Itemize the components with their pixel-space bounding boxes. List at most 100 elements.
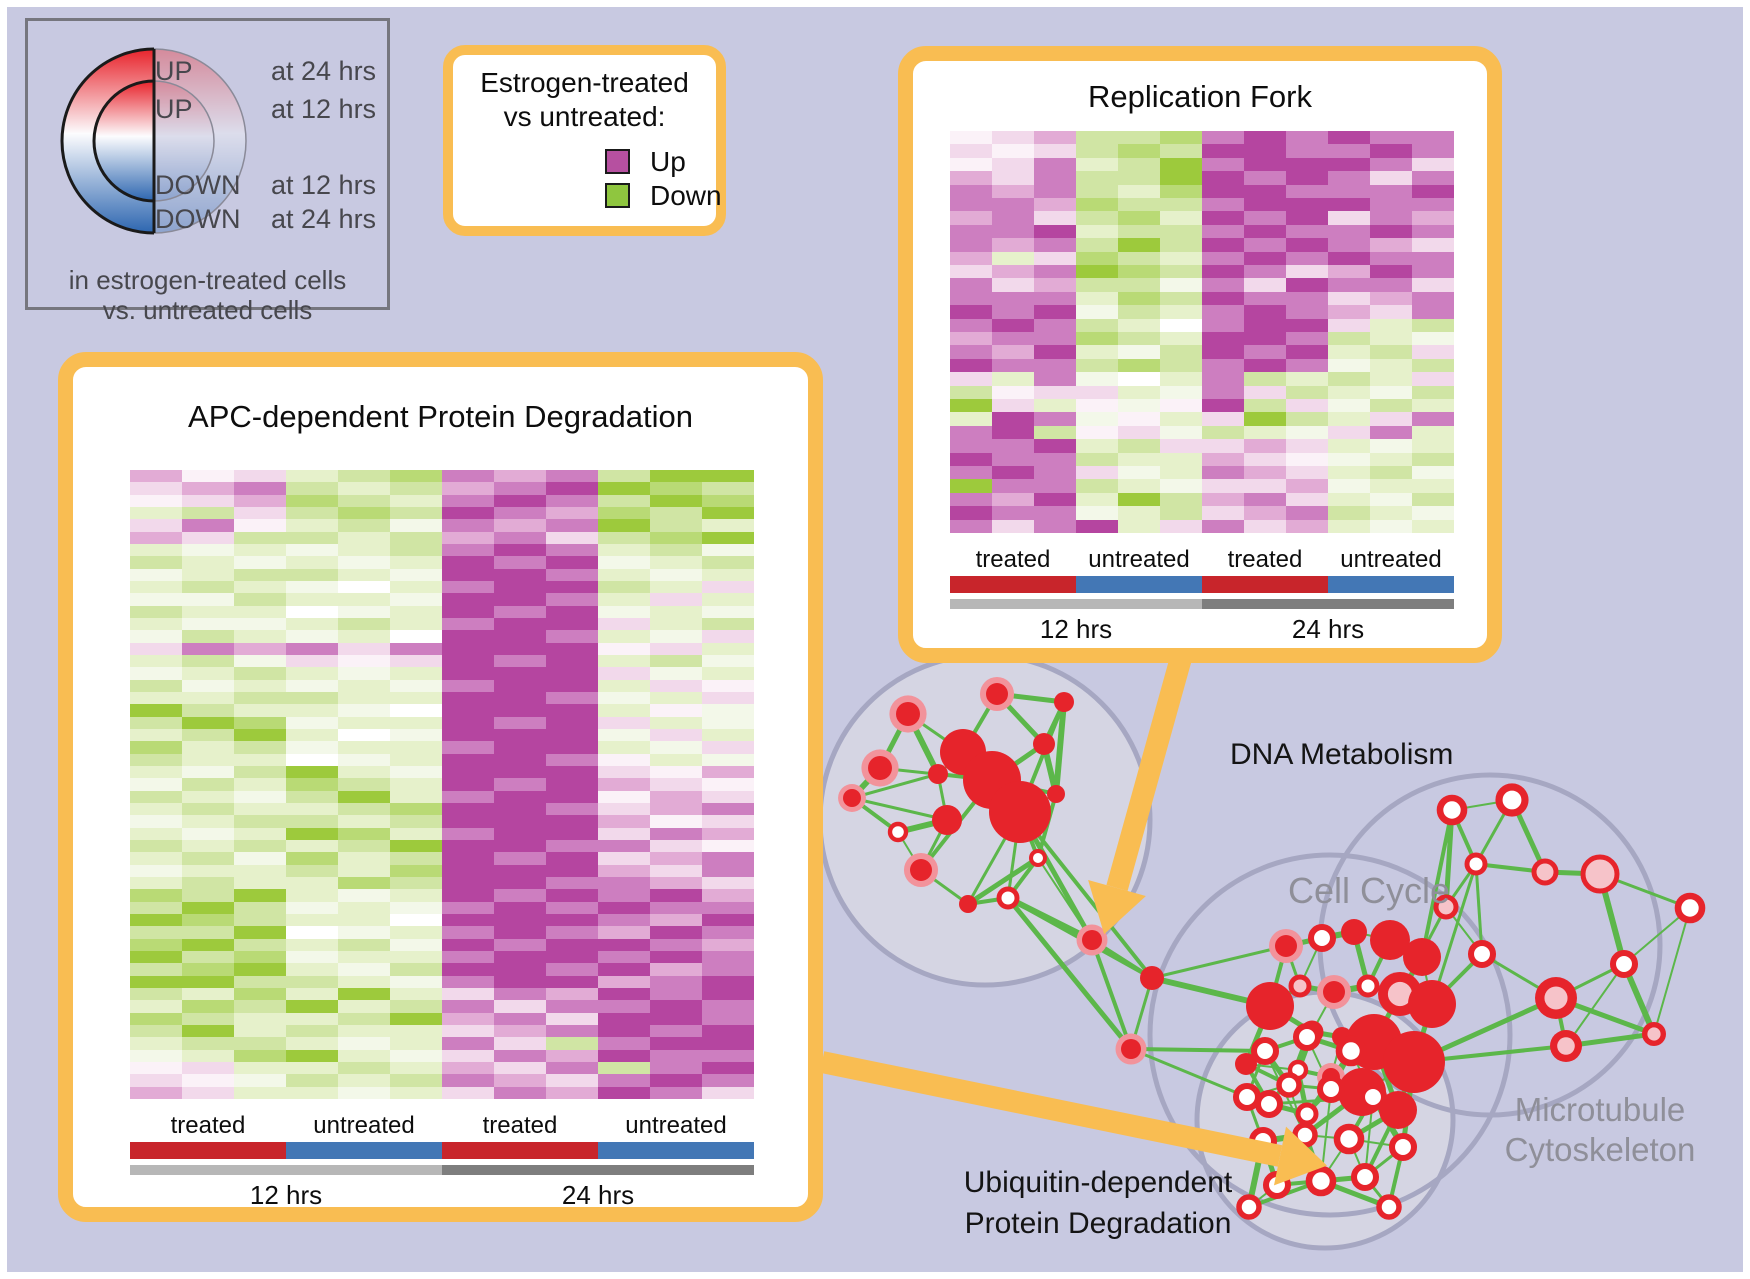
gene-node-ring [1305, 1165, 1337, 1197]
gene-node-ring [1358, 1082, 1388, 1112]
gene-node [986, 683, 1008, 705]
gene-node-ring [1236, 1194, 1262, 1220]
gene-node [1383, 1031, 1445, 1093]
gene-node-pink [1433, 894, 1459, 920]
cluster-circle [1147, 852, 1513, 1218]
network-edge [851, 772, 939, 800]
callout-arrow-head [1273, 1126, 1328, 1186]
gene-node-ring [996, 886, 1020, 910]
gene-node-ring [1674, 892, 1706, 924]
estrogen-color-key: Estrogen-treated vs untreated: Up Down [443, 45, 726, 236]
network-edge [1420, 809, 1454, 958]
gene-node-core [1647, 1027, 1661, 1041]
gene-node-ring [1356, 974, 1380, 998]
condition-label: untreated [1088, 546, 1190, 573]
condition-label: untreated [313, 1112, 415, 1139]
condition-label: treated [975, 546, 1051, 573]
key-title-line1: Estrogen-treated [480, 67, 689, 98]
apc-degradation-panel: APC-dependent Protein Degradation treate… [58, 352, 823, 1222]
gene-node-ring [887, 821, 909, 843]
gene-node [910, 859, 932, 881]
apc-heatmap-block: treated untreated treated untreated 12 h… [130, 470, 754, 1210]
network-edge [1090, 939, 1133, 1050]
condition-label: treated [1227, 546, 1303, 573]
gene-node [1033, 733, 1055, 755]
network-edge [1018, 810, 1154, 980]
gene-node [928, 764, 948, 784]
gene-node [1341, 919, 1367, 945]
network-edge [1053, 701, 1067, 795]
gene-node [1408, 980, 1456, 1028]
condition-color-bar [130, 1142, 754, 1159]
condition-label: untreated [625, 1112, 727, 1139]
gene-node [989, 781, 1051, 843]
legend-time: at 12 hrs [271, 170, 377, 200]
gene-node-ring [1436, 794, 1468, 826]
gene-node [1323, 981, 1345, 1003]
ubiquitin-label-line1: Ubiquitin-dependent [963, 1166, 1233, 1199]
gene-node [1082, 930, 1102, 950]
gene-node [1235, 1053, 1257, 1075]
arrows-group [819, 655, 1328, 1186]
gene-node-ring [1495, 783, 1529, 817]
gene-node-ring [1316, 1074, 1346, 1104]
gene-node-ring [1464, 852, 1488, 876]
time-label: 12 hrs [249, 1180, 323, 1210]
gene-node [1140, 966, 1164, 990]
condition-label: treated [482, 1112, 558, 1139]
down-color-swatch [605, 183, 630, 208]
replication-fork-heatmap-block: treated untreated treated untreated 12 h… [950, 131, 1454, 644]
gene-node-ring [1609, 949, 1639, 979]
legend-term: UP [155, 56, 193, 86]
legend-time: at 24 hrs [271, 56, 377, 86]
gene-node-ring [1250, 1036, 1280, 1066]
network-edge [1130, 1047, 1266, 1053]
gene-node [1047, 785, 1065, 803]
network-edge [1443, 809, 1455, 908]
network-edge [851, 796, 948, 822]
gene-node-core [1544, 986, 1568, 1010]
network-edge [966, 855, 1040, 907]
time-label: 24 hrs [561, 1180, 635, 1210]
gene-node-core [1387, 981, 1413, 1007]
gene-node [1275, 935, 1297, 957]
condition-label: untreated [1340, 546, 1442, 573]
gene-node-pink [1288, 974, 1312, 998]
nodes-group [838, 676, 1706, 1220]
gene-node-core [1557, 1037, 1575, 1055]
gene-node-ring [1295, 1102, 1319, 1126]
up-color-swatch [605, 149, 630, 174]
condition-label: treated [170, 1112, 246, 1139]
gene-node [1121, 1039, 1141, 1059]
legend-time: at 12 hrs [271, 94, 377, 124]
gene-node [868, 756, 892, 780]
replication-fork-panel: Replication Fork treated untreated treat… [898, 46, 1502, 663]
updown-ring-legend: UP at 24 hrs UP at 12 hrs DOWN at 12 hrs DO… [25, 18, 390, 325]
microtubule-label-line2: Cytoskeleton [1504, 1131, 1696, 1168]
gene-node [896, 702, 920, 726]
condition-labels-row: treated untreated treated untreated [130, 1112, 754, 1140]
legend-caption-line2: vs. untreated cells [102, 295, 313, 325]
legend-term: DOWN [155, 204, 241, 234]
legend-time: at 24 hrs [271, 204, 377, 234]
cell-cycle-cluster-label: Cell Cycle [1288, 870, 1451, 911]
condition-color-bar [950, 576, 1454, 593]
gene-node-ring [1333, 1123, 1365, 1155]
up-label: Up [650, 146, 686, 177]
gene-node-ring [1376, 1194, 1402, 1220]
time-labels-row: 12 hrs 24 hrs [130, 1180, 754, 1210]
network-edge [1565, 963, 1625, 1047]
ubiquitin-cluster-label: Ubiquitin-dependent Protein Degradation [948, 1162, 1248, 1244]
time-labels-row: 12 hrs 24 hrs [950, 614, 1454, 644]
concentric-ring-legend-icon [60, 47, 247, 235]
ubiquitin-label-line2: Protein Degradation [964, 1207, 1232, 1240]
gene-node-ring [1292, 1022, 1322, 1052]
key-title-line2: vs untreated: [503, 101, 666, 132]
microtubule-cluster-label: Microtubule Cytoskeleton [1450, 1090, 1750, 1170]
time-label: 24 hrs [1291, 614, 1365, 644]
panel-title: APC-dependent Protein Degradation [188, 399, 693, 434]
dna-metabolism-cluster-label: DNA Metabolism [1230, 738, 1454, 771]
apc-heatmap [130, 470, 754, 1099]
gene-node [1054, 692, 1074, 712]
